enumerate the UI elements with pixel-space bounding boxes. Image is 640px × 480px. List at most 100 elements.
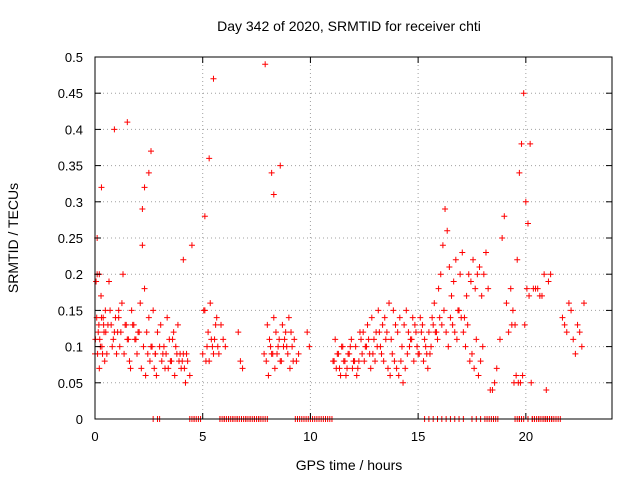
data-point <box>222 343 229 350</box>
data-point <box>449 321 456 328</box>
data-point <box>123 321 130 328</box>
data-point <box>416 350 423 357</box>
data-point <box>114 329 121 336</box>
data-point <box>171 372 178 379</box>
data-point <box>463 292 470 299</box>
data-point <box>457 271 464 278</box>
data-point <box>513 372 520 379</box>
data-point <box>517 379 524 386</box>
data-point <box>452 256 459 263</box>
data-point <box>398 343 405 350</box>
data-point <box>438 321 445 328</box>
data-point <box>261 350 268 357</box>
data-point <box>472 285 479 292</box>
data-point <box>295 350 302 357</box>
y-tick-label: 0.1 <box>65 340 83 355</box>
data-point <box>94 350 101 357</box>
data-point <box>100 314 107 321</box>
data-point <box>291 336 298 343</box>
data-point <box>563 329 570 336</box>
data-point <box>503 300 510 307</box>
data-point <box>442 206 449 213</box>
data-point <box>434 336 441 343</box>
data-point <box>124 119 131 126</box>
data-point <box>344 365 351 372</box>
data-point <box>108 321 115 328</box>
data-point <box>101 358 108 365</box>
data-point <box>422 343 429 350</box>
data-point <box>443 329 450 336</box>
data-point <box>336 365 343 372</box>
data-point <box>367 365 374 372</box>
data-point <box>237 358 244 365</box>
data-point <box>547 271 554 278</box>
data-point <box>146 358 153 365</box>
data-point <box>428 343 435 350</box>
data-point <box>338 343 345 350</box>
data-point <box>496 336 503 343</box>
data-point <box>220 336 227 343</box>
data-point <box>139 206 146 213</box>
data-point <box>204 343 211 350</box>
data-point <box>479 343 486 350</box>
data-point <box>271 365 278 372</box>
data-point <box>362 343 369 350</box>
data-point <box>424 365 431 372</box>
data-point <box>209 343 216 350</box>
data-point <box>144 350 151 357</box>
data-point <box>368 314 375 321</box>
data-point <box>330 358 337 365</box>
data-point <box>473 336 480 343</box>
data-point <box>293 358 300 365</box>
x-axis-label: GPS time / hours <box>296 457 403 473</box>
data-point <box>395 372 402 379</box>
data-point <box>120 271 127 278</box>
data-point <box>570 336 577 343</box>
data-point <box>505 329 512 336</box>
data-point <box>206 155 213 162</box>
data-point <box>180 256 187 263</box>
data-point <box>522 198 529 205</box>
data-point <box>177 350 184 357</box>
data-point <box>426 350 433 357</box>
data-point <box>576 329 583 336</box>
data-point <box>93 278 100 285</box>
data-point <box>401 321 408 328</box>
data-point <box>499 235 506 241</box>
data-point <box>361 358 368 365</box>
data-point <box>359 350 366 357</box>
x-tick-label: 20 <box>519 429 533 444</box>
data-point <box>474 271 481 278</box>
data-point <box>384 365 391 372</box>
data-point <box>345 350 352 357</box>
data-point <box>200 307 207 314</box>
data-point <box>475 372 482 379</box>
data-point <box>267 343 274 350</box>
data-point <box>476 263 483 270</box>
data-point <box>521 321 528 328</box>
y-tick-label: 0.2 <box>65 267 83 282</box>
data-point <box>262 61 269 68</box>
data-point <box>464 321 471 328</box>
data-point <box>159 350 166 357</box>
data-point <box>466 358 473 365</box>
data-point <box>280 343 287 350</box>
data-point <box>179 358 186 365</box>
data-point <box>372 358 379 365</box>
data-point <box>389 350 396 357</box>
data-point <box>136 329 143 336</box>
data-point <box>489 387 496 394</box>
y-tick-label: 0.3 <box>65 195 83 210</box>
data-point <box>98 292 105 299</box>
data-point <box>404 350 411 357</box>
data-point <box>151 365 158 372</box>
data-point <box>186 372 193 379</box>
data-point <box>125 336 132 343</box>
data-point <box>95 321 102 328</box>
data-point <box>358 336 365 343</box>
data-point <box>211 336 218 343</box>
data-point <box>524 220 531 227</box>
data-point <box>106 278 113 285</box>
data-point <box>568 307 575 314</box>
